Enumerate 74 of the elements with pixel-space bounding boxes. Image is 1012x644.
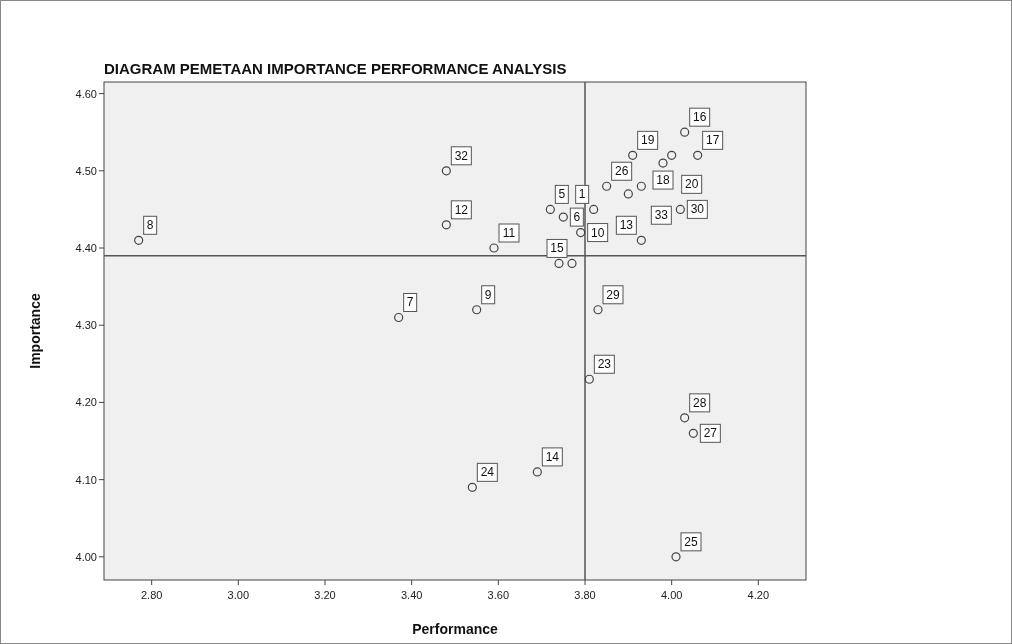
point [532,467,542,477]
point [134,235,144,245]
annotation: 1 [578,187,586,202]
annotation: 13 [619,218,634,233]
y-tick-label: 4.00 [75,550,97,563]
y-axis-title: Importance [27,293,43,369]
annotation: 18 [656,173,670,188]
x-axis-title: Performance [412,621,499,637]
x-tick-label: 3.40 [400,589,423,601]
point [693,150,703,160]
point [658,158,668,168]
point [602,181,612,191]
point [441,166,451,176]
x-tick-label: 3.20 [314,589,336,601]
annotation: 14 [545,449,560,464]
x-tick-label: 4.20 [747,589,770,601]
annotation: 27 [703,426,718,441]
point [554,258,564,269]
point [576,227,586,238]
point [441,220,451,230]
annotation: 15 [550,241,564,256]
point [680,413,690,423]
x-tick-label: 3.80 [574,589,596,601]
annotation: 7 [406,295,414,310]
point [558,212,568,222]
annotation: 10 [590,225,605,240]
annotation: 8 [146,218,154,233]
point [472,305,482,315]
annotation: 9 [484,287,492,302]
point [567,258,577,269]
annotation: 17 [705,133,720,148]
y-tick-label: 4.20 [75,396,97,409]
y-tick-label: 4.30 [75,319,97,332]
point [489,243,499,253]
annotation: 16 [692,110,707,125]
annotation: 20 [684,177,699,192]
point [467,482,477,492]
point [671,552,681,562]
point [584,374,594,384]
point [688,428,698,438]
point [675,204,685,214]
annotation: 12 [454,202,469,217]
annotation: 25 [684,534,698,549]
annotation: 6 [573,210,581,225]
x-tick-label: 4.00 [660,589,683,601]
annotation: 23 [597,357,612,372]
point [628,150,638,160]
y-tick-label: 4.60 [75,87,97,100]
annotation: 24 [480,465,495,480]
point [636,235,646,245]
point [680,127,690,137]
annotation: 29 [606,287,620,302]
point [394,312,404,323]
annotation: 19 [640,133,655,148]
annotation: 32 [454,148,469,163]
point [545,204,555,214]
annotation: 11 [502,226,516,240]
point [636,181,646,191]
point [593,305,603,315]
x-tick-label: 3.60 [487,589,510,601]
x-tick-label: 3.00 [227,589,250,601]
y-tick-label: 4.10 [75,473,97,486]
annotation: 30 [690,202,705,217]
y-tick-label: 4.40 [75,242,97,254]
annotation: 26 [614,164,629,179]
point [589,204,599,214]
x-tick-label: 2.80 [140,589,163,601]
annotation: 33 [654,208,669,223]
annotation: 5 [558,187,566,202]
point [623,189,633,199]
point [667,150,677,160]
y-tick-label: 4.50 [75,164,97,177]
annotation: 28 [692,395,707,410]
chart-title: DIAGRAM PEMETAAN IMPORTANCE PERFORMANCE ANALYSIS [104,60,567,77]
